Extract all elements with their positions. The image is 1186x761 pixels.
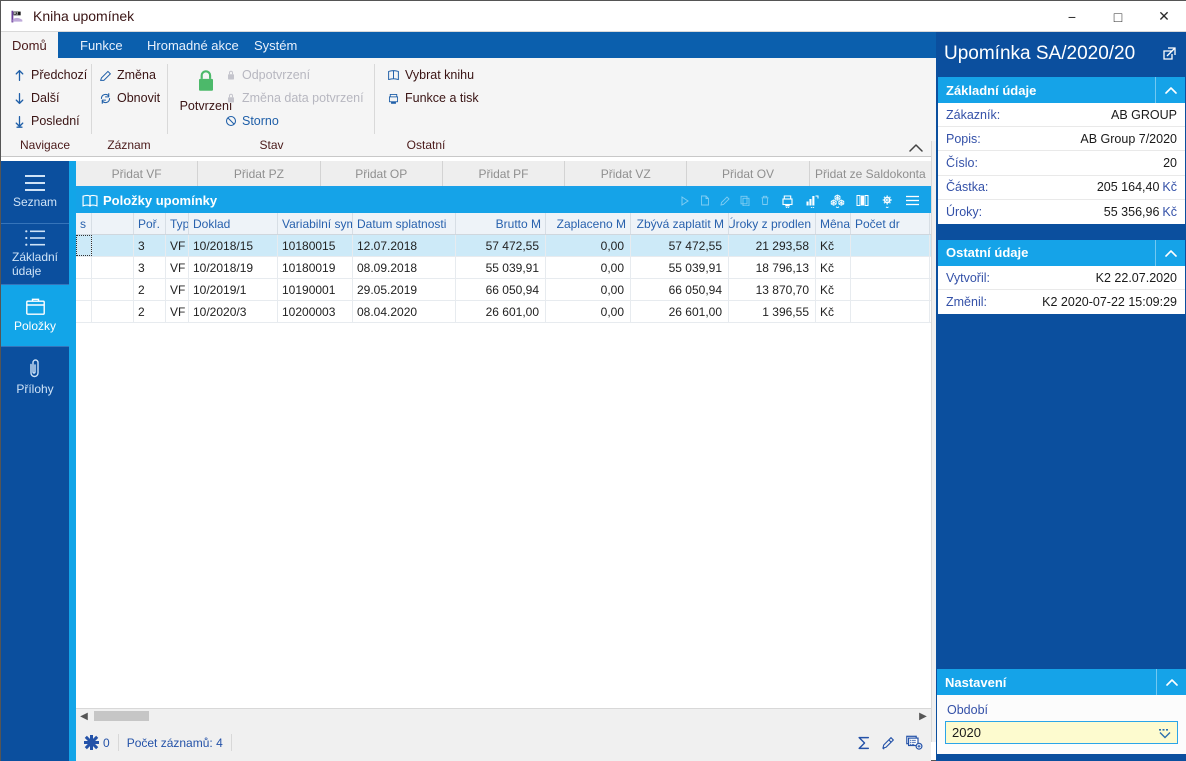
svg-text:K2: K2	[14, 12, 18, 16]
